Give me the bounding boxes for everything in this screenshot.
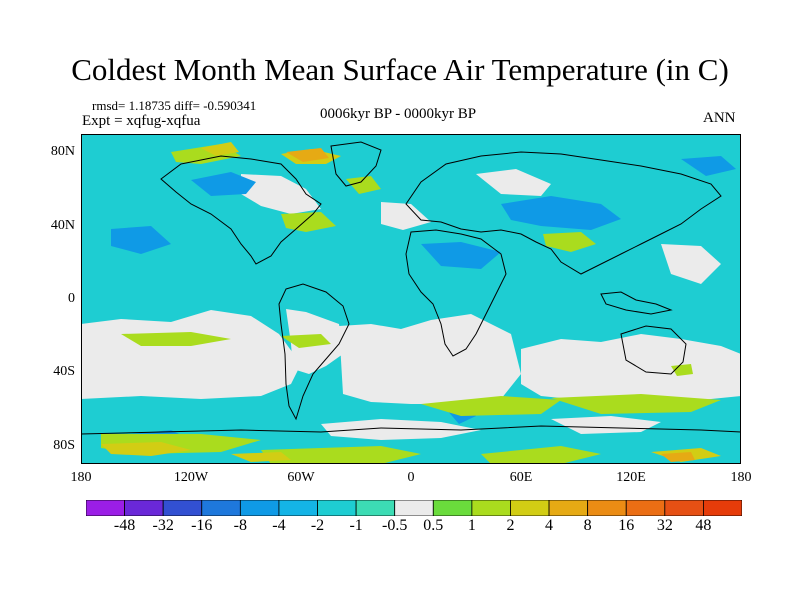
longitude-label: 0 bbox=[407, 470, 415, 485]
colorbar-label: -1 bbox=[349, 517, 363, 534]
south-america-coast bbox=[278, 283, 350, 421]
colorbar-label: 2 bbox=[506, 517, 515, 534]
africa-coast bbox=[405, 229, 507, 357]
colorbar-swatch bbox=[201, 500, 241, 516]
colorbar-label: -8 bbox=[233, 517, 247, 534]
colorbar-label: 4 bbox=[545, 517, 554, 534]
season-label: ANN bbox=[703, 110, 736, 126]
europe-asia-coast bbox=[405, 151, 722, 275]
colorbar-label: 32 bbox=[656, 517, 673, 534]
colorbar-label: -4 bbox=[272, 517, 286, 534]
colorbar-label: 48 bbox=[695, 517, 712, 534]
colorbar-swatch bbox=[548, 500, 589, 516]
map-border bbox=[81, 134, 741, 464]
period-label: 0006kyr BP - 0000kyr BP bbox=[320, 106, 477, 122]
strong-warming-patches bbox=[286, 148, 695, 462]
colorbar-label: 8 bbox=[583, 517, 592, 534]
latitude-label: 80N bbox=[50, 144, 75, 160]
colorbar-swatch bbox=[124, 500, 164, 516]
colorbar-swatch bbox=[86, 500, 125, 516]
longitude-label: 60E bbox=[509, 470, 533, 485]
longitude-label: 180 bbox=[730, 470, 752, 485]
longitude-label: 180 bbox=[70, 470, 92, 485]
latitude-label: 0 bbox=[68, 291, 75, 306]
colorbar-swatch bbox=[471, 500, 511, 516]
north-america-coast bbox=[160, 155, 322, 265]
colorbar-swatch bbox=[510, 500, 550, 516]
longitude-label: 120E bbox=[616, 470, 646, 485]
colorbar-swatch bbox=[355, 500, 396, 516]
colorbar-label: 1 bbox=[467, 517, 476, 534]
colorbar-label: -2 bbox=[310, 517, 325, 534]
coastlines bbox=[81, 141, 741, 435]
latitude-label: 80S bbox=[53, 437, 75, 453]
colorbar-swatch bbox=[664, 500, 704, 516]
colorbar bbox=[86, 500, 742, 516]
latitude-label: 40N bbox=[50, 217, 75, 233]
colorbar-swatch bbox=[625, 500, 666, 516]
colorbar-label: -32 bbox=[152, 517, 174, 534]
colorbar-label: -0.5 bbox=[382, 517, 408, 534]
chart-title: Coldest Month Mean Surface Air Temperatu… bbox=[71, 52, 729, 87]
cooling-background-field bbox=[81, 134, 741, 464]
colorbar-swatch bbox=[703, 500, 742, 516]
colorbar-label: 16 bbox=[618, 517, 635, 534]
weak-warming-patches bbox=[101, 144, 721, 464]
latitude-label: 40S bbox=[53, 364, 75, 380]
australia-coast bbox=[620, 325, 687, 375]
colorbar-swatch bbox=[394, 500, 434, 516]
map-canvas bbox=[81, 134, 741, 464]
longitude-label: 120W bbox=[173, 470, 209, 485]
colorbar-swatch bbox=[432, 500, 473, 516]
colorbar-swatch bbox=[587, 500, 627, 516]
colorbar-swatch bbox=[239, 500, 280, 516]
rmsd-diff-stats: rmsd= 1.18735 diff= -0.590341 bbox=[92, 98, 257, 113]
colorbar-swatch bbox=[162, 500, 203, 516]
colorbar-label: -16 bbox=[191, 517, 213, 534]
greenland-coast bbox=[330, 141, 382, 187]
temperature-difference-map bbox=[81, 134, 741, 464]
colorbar-swatch bbox=[317, 500, 357, 516]
longitude-label: 60W bbox=[287, 470, 315, 485]
colorbar-label: 0.5 bbox=[423, 517, 444, 534]
colorbar-label: -48 bbox=[113, 517, 136, 534]
neutral-regions bbox=[81, 169, 741, 440]
maritime-continent-coast bbox=[600, 291, 673, 315]
colorbar-swatch bbox=[278, 500, 318, 516]
experiment-label: Expt = xqfug-xqfua bbox=[82, 113, 201, 129]
antarctica-coast bbox=[81, 425, 741, 435]
